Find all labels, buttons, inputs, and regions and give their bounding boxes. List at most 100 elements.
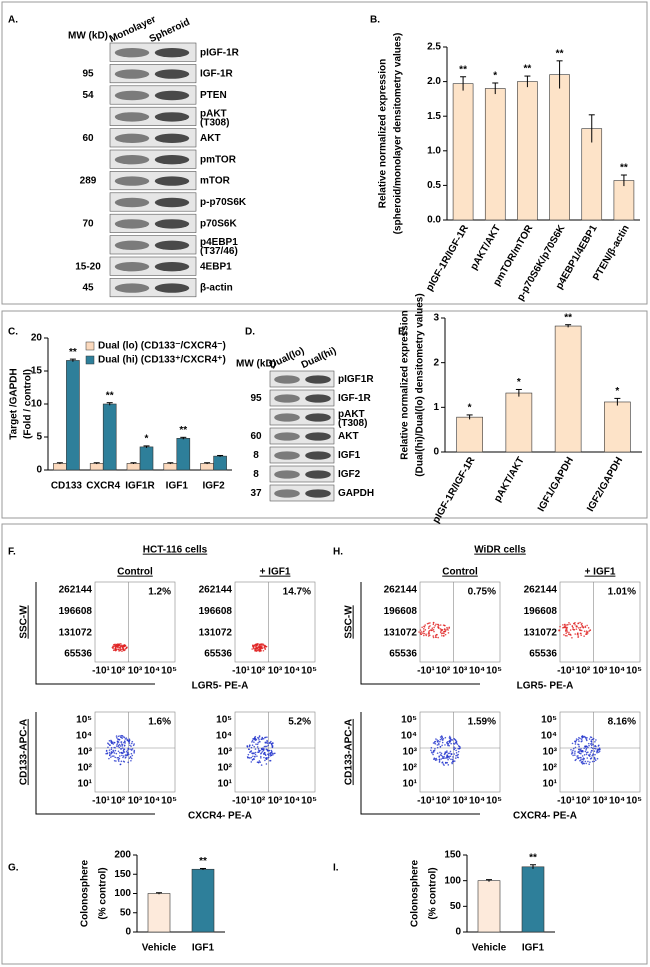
event-dot — [438, 760, 441, 762]
event-dot — [578, 628, 581, 631]
event-dot — [432, 753, 434, 756]
y-tick-label: 10³ — [218, 747, 233, 758]
event-dot — [264, 736, 267, 739]
event-dot — [444, 630, 447, 632]
blot-band — [154, 69, 190, 79]
event-dot — [116, 643, 118, 646]
event-dot — [262, 747, 264, 749]
event-dot — [119, 755, 121, 757]
event-dot — [572, 747, 575, 750]
event-dot — [590, 741, 593, 743]
event-dot — [453, 753, 456, 755]
event-dot — [434, 634, 437, 637]
mw-label: 95 — [250, 393, 262, 404]
event-dot — [115, 745, 118, 747]
y-tick-label: 100 — [444, 875, 461, 886]
event-dot — [430, 749, 432, 752]
event-dot — [123, 741, 125, 744]
quadrant-percent: 5.2% — [288, 717, 311, 728]
event-dot — [117, 745, 119, 748]
event-dot — [117, 758, 120, 761]
event-dot — [444, 736, 447, 739]
event-dot — [590, 746, 593, 749]
bar — [89, 463, 104, 471]
event-dot — [428, 629, 431, 632]
y-tick-label: 150 — [444, 850, 461, 861]
event-dot — [249, 744, 251, 746]
event-dot — [262, 748, 265, 751]
event-dot — [577, 755, 579, 757]
event-dot — [250, 761, 253, 763]
event-dot — [257, 751, 260, 754]
blot-band — [274, 470, 300, 479]
event-dot — [433, 626, 435, 629]
y-tick-label: 100 — [114, 888, 131, 899]
event-dot — [109, 753, 111, 755]
event-dot — [130, 757, 133, 760]
panel-frame — [1, 1, 648, 305]
event-dot — [438, 743, 440, 746]
event-dot — [124, 647, 127, 650]
flow-title: WiDR cells — [474, 545, 526, 556]
event-dot — [254, 753, 257, 756]
event-dot — [572, 749, 574, 752]
protein-label: IGF2 — [338, 469, 361, 480]
quadrant-percent: 1.2% — [148, 587, 171, 598]
event-dot — [109, 756, 112, 758]
event-dot — [439, 631, 442, 634]
event-dot — [452, 760, 455, 763]
event-dot — [441, 735, 443, 738]
event-dot — [271, 742, 274, 744]
event-dot — [574, 752, 576, 754]
y-tick-label: 262144 — [384, 585, 418, 596]
event-dot — [110, 752, 113, 755]
event-dot — [266, 745, 268, 748]
event-dot — [254, 737, 257, 740]
event-dot — [572, 754, 574, 757]
event-dot — [585, 738, 588, 741]
bar — [66, 360, 80, 471]
x-tick-label: 10⁵ — [626, 796, 642, 807]
event-dot — [578, 745, 580, 748]
event-dot — [254, 755, 256, 758]
event-dot — [585, 762, 588, 765]
event-dot — [450, 752, 453, 755]
event-dot — [442, 635, 445, 637]
event-dot — [113, 752, 116, 754]
event-dot — [122, 760, 125, 763]
event-dot — [558, 629, 560, 632]
event-dot — [266, 742, 269, 744]
event-dot — [443, 628, 446, 630]
event-dot — [128, 742, 131, 744]
event-dot — [579, 632, 582, 635]
blot-band — [274, 451, 300, 460]
event-dot — [431, 752, 433, 754]
event-dot — [441, 755, 444, 758]
bar — [126, 463, 141, 471]
lane-label: Dual(hi) — [300, 345, 338, 371]
protein-label: pIGF1R — [338, 374, 374, 385]
event-dot — [263, 756, 265, 759]
significance: * — [468, 403, 472, 414]
y-tick-label: 10³ — [403, 747, 418, 758]
event-dot — [113, 644, 115, 646]
protein-label: pmTOR — [200, 154, 237, 165]
event-dot — [455, 749, 457, 752]
event-dot — [584, 750, 587, 753]
event-dot — [585, 747, 588, 750]
event-dot — [110, 747, 113, 749]
event-dot — [254, 748, 257, 750]
y-tick-label: 10 — [31, 399, 43, 410]
event-dot — [589, 629, 592, 631]
event-dot — [429, 625, 431, 627]
blot-band — [114, 176, 150, 186]
event-dot — [580, 634, 582, 636]
event-dot — [577, 634, 580, 636]
x-axis-title: CXCR4- PE-A — [188, 811, 252, 822]
event-dot — [120, 748, 122, 750]
event-dot — [578, 750, 581, 753]
bar — [477, 880, 501, 933]
event-dot — [254, 739, 256, 741]
event-dot — [123, 751, 126, 753]
event-dot — [122, 644, 125, 647]
